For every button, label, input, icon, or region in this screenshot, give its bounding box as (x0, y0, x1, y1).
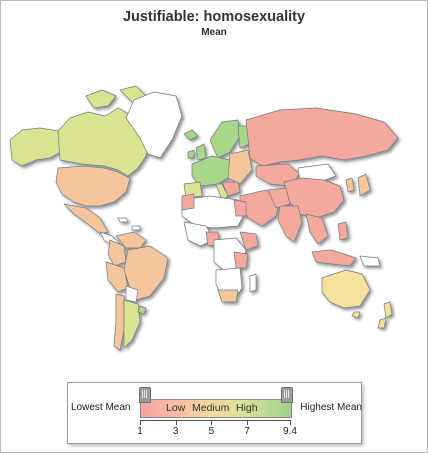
country-uk[interactable] (195, 143, 207, 161)
legend-tick-label: 3 (172, 426, 179, 437)
country-india[interactable] (277, 205, 303, 243)
legend-tick-label: 1 (137, 426, 143, 437)
country-west-africa[interactable] (183, 221, 215, 247)
map-subtitle: Mean (201, 27, 227, 38)
country-new-zealand[interactable] (377, 301, 393, 329)
country-brazil[interactable] (123, 245, 169, 301)
country-peru[interactable] (105, 261, 129, 293)
map-title: Justifiable: homosexuality (122, 9, 306, 25)
country-ethiopia[interactable] (239, 231, 259, 251)
legend-highest-label: Highest Mean (300, 402, 362, 413)
legend-tick-label: 9.4 (283, 426, 297, 437)
country-usa[interactable] (55, 165, 131, 207)
country-papua[interactable] (359, 255, 381, 267)
country-iran[interactable] (267, 187, 291, 209)
country-argentina[interactable] (123, 299, 141, 349)
country-alaska[interactable] (9, 127, 61, 167)
legend-max-handle[interactable] (281, 387, 293, 403)
country-iberia[interactable] (183, 181, 203, 199)
legend-color-bar: Low Medium High (140, 399, 292, 418)
legend-tick-label: 5 (208, 426, 215, 437)
country-madagascar[interactable] (249, 273, 257, 293)
legend-tick (211, 420, 213, 425)
country-morocco[interactable] (181, 193, 195, 211)
country-eastern-europe[interactable] (227, 149, 253, 185)
legend-band-medium: Medium (192, 402, 230, 414)
color-legend: Lowest Mean Highest Mean Low Medium High… (67, 382, 362, 444)
country-mongolia[interactable] (297, 163, 337, 183)
legend-tick-label: 7 (244, 426, 250, 437)
country-east-africa[interactable] (233, 251, 249, 269)
country-indonesia[interactable] (311, 249, 357, 267)
country-tasmania[interactable] (351, 311, 361, 319)
country-korea-japan[interactable] (345, 173, 371, 197)
country-bolivia[interactable] (125, 285, 139, 303)
country-western-europe[interactable] (191, 155, 235, 187)
country-southeast-asia[interactable] (305, 213, 329, 245)
legend-tick (290, 420, 291, 425)
country-balkans[interactable] (221, 181, 241, 197)
legend-axis (140, 420, 290, 421)
country-australia[interactable] (321, 269, 371, 309)
country-south-africa[interactable] (217, 289, 239, 303)
legend-lowest-label: Lowest Mean (71, 402, 131, 413)
country-uruguay[interactable] (137, 305, 147, 315)
country-colombia[interactable] (107, 239, 127, 267)
country-greenland[interactable] (125, 91, 183, 159)
country-philippines[interactable] (337, 221, 349, 241)
legend-band-low: Low (166, 402, 186, 414)
country-iceland[interactable] (183, 129, 199, 141)
country-north-africa[interactable] (181, 195, 245, 229)
legend-tick (140, 420, 141, 425)
country-caribbean[interactable] (117, 217, 141, 231)
country-ireland[interactable] (187, 149, 195, 159)
legend-tick (247, 420, 249, 425)
country-egypt[interactable] (233, 199, 247, 217)
legend-min-handle[interactable] (139, 387, 151, 403)
legend-tick (175, 420, 177, 425)
country-chile[interactable] (113, 293, 125, 351)
country-russia[interactable] (245, 107, 399, 167)
world-map (9, 85, 399, 351)
legend-band-high: High (236, 402, 258, 414)
country-mexico[interactable] (63, 203, 109, 235)
country-scandinavia[interactable] (209, 119, 241, 159)
